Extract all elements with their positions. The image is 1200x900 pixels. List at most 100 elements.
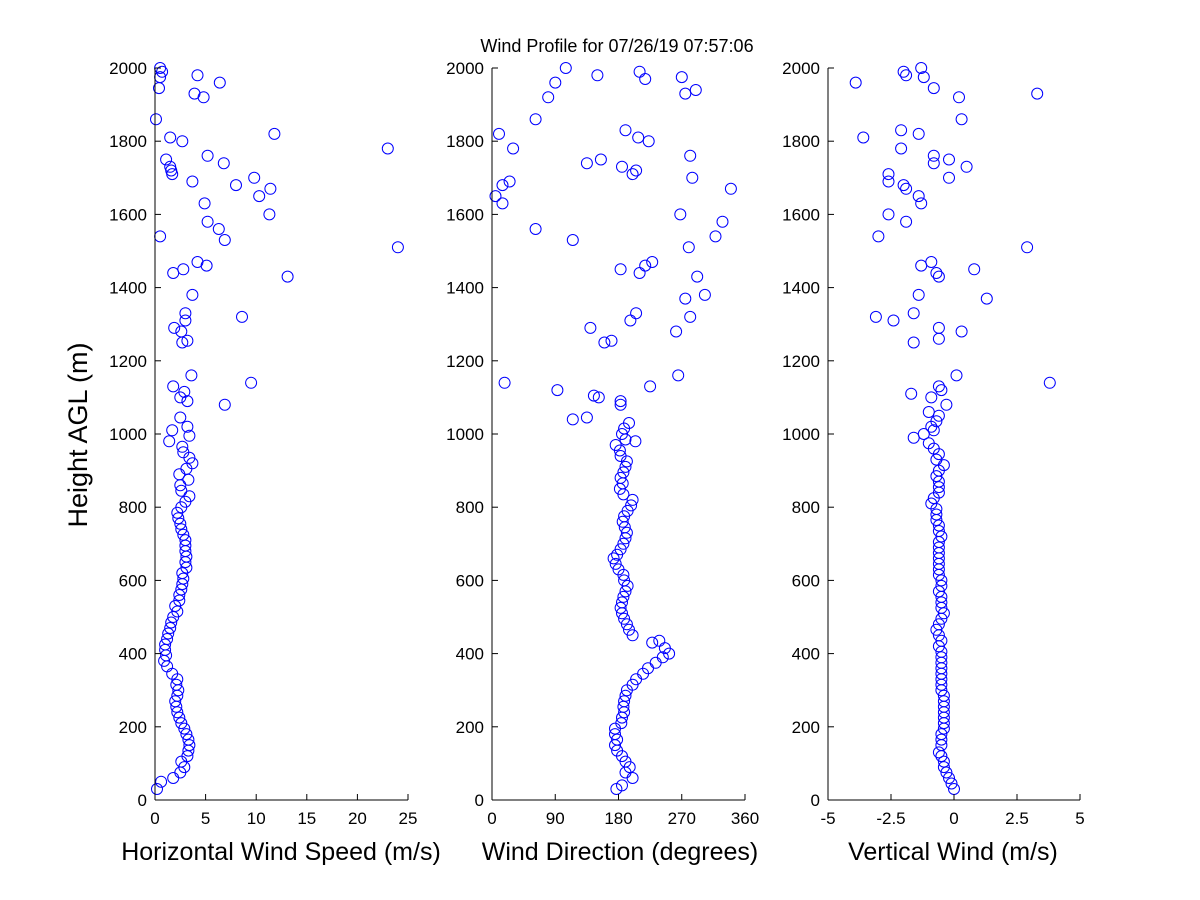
speed-data-point: [177, 572, 190, 585]
speed-data-point: [175, 717, 188, 730]
y-axis-label: Height AGL (m): [63, 342, 93, 527]
speed-y-tick-label: 800: [119, 498, 147, 517]
vertical-data-point: [915, 259, 928, 272]
speed-data-point: [245, 376, 258, 389]
direction-y-tick-label: 200: [456, 718, 484, 737]
vertical-data-point: [927, 157, 940, 170]
direction-data-point: [580, 411, 593, 424]
direction-data-point: [644, 380, 657, 393]
speed-y-tick-label: 0: [138, 791, 147, 810]
speed-data-point: [183, 739, 196, 752]
vertical-data-point: [887, 314, 900, 327]
vertical-data-point: [937, 689, 950, 702]
vertical-data-point: [932, 481, 945, 494]
vertical-data-point: [935, 579, 948, 592]
vertical-y-tick-label: 0: [811, 791, 820, 810]
vertical-data-point: [932, 585, 945, 598]
vertical-data-point: [882, 175, 895, 188]
speed-data-point: [173, 711, 186, 724]
speed-data-point: [381, 142, 394, 155]
speed-x-ticks: 0 5 10 15 20 25: [150, 794, 417, 828]
direction-data-point: [618, 612, 631, 625]
vertical-data-point: [980, 292, 993, 305]
direction-data-point: [489, 190, 502, 203]
direction-y-ticks: 0 200 400 600 800 1000 1200 1400 1600 1800 2000: [446, 59, 498, 810]
direction-y-tick-label: 600: [456, 571, 484, 590]
vertical-data-point: [925, 256, 938, 268]
vertical-data-point: [932, 541, 945, 554]
direction-markers: [489, 62, 737, 795]
speed-data-point: [191, 256, 204, 268]
direction-x-axis-title: Wind Direction (degrees): [482, 838, 759, 866]
speed-data-point: [177, 263, 190, 276]
speed-data-point: [177, 528, 190, 541]
wind-direction-panel: 0 90 180 270 360 0 200 400 600 800 1000 1200 1400 16…: [446, 59, 759, 866]
speed-x-tick-label: 15: [297, 809, 316, 828]
direction-data-point: [498, 376, 511, 389]
direction-data-point: [626, 772, 639, 784]
speed-data-point: [230, 179, 242, 192]
direction-data-point: [612, 563, 625, 576]
vertical-data-point: [912, 288, 925, 301]
vertical-data-point: [932, 332, 945, 345]
speed-data-point: [183, 429, 196, 442]
speed-y-tick-label: 1800: [109, 132, 147, 151]
vertical-data-point: [937, 761, 950, 774]
speed-data-point: [177, 446, 190, 459]
speed-data-point: [178, 761, 191, 774]
vertical-data-point: [930, 623, 943, 636]
speed-data-point: [169, 695, 182, 708]
speed-y-tick-label: 1400: [109, 279, 147, 298]
direction-data-point: [653, 634, 666, 647]
direction-data-point: [591, 69, 604, 82]
direction-data-point: [675, 71, 688, 84]
speed-data-point: [162, 627, 175, 640]
vertical-markers: [849, 62, 1056, 795]
direction-data-point: [623, 623, 635, 636]
vertical-x-tick-label: -5: [820, 809, 835, 828]
vertical-data-point: [932, 270, 945, 283]
direction-x-tick-label: 90: [546, 809, 565, 828]
direction-data-point: [616, 160, 628, 173]
direction-data-point: [656, 651, 669, 664]
direction-data-point: [625, 499, 638, 512]
speed-data-point: [166, 424, 179, 437]
speed-data-point: [253, 190, 266, 203]
vertical-wind-panel: -5 -2.5 0 2.5 5 0 200 400 600 800 1000 1200 1400 160…: [782, 59, 1085, 866]
direction-data-point: [609, 557, 622, 570]
speed-data-point: [175, 523, 188, 536]
direction-data-point: [617, 466, 630, 479]
speed-data-point: [186, 457, 199, 470]
speed-y-ticks: 0 200 400 600 800 1000 1200 1400 1600 1800 2000: [109, 59, 161, 810]
direction-data-point: [493, 127, 505, 140]
direction-y-tick-label: 400: [456, 645, 484, 664]
vertical-data-point: [907, 431, 920, 444]
speed-data-point: [186, 175, 199, 188]
direction-data-point: [630, 307, 643, 320]
speed-data-point: [176, 440, 189, 453]
vertical-y-tick-label: 200: [792, 718, 820, 737]
direction-data-point: [609, 728, 621, 741]
speed-y-tick-label: 1000: [109, 425, 147, 444]
direction-data-point: [614, 395, 627, 408]
speed-x-tick-label: 5: [201, 809, 210, 828]
direction-data-point: [549, 76, 562, 89]
vertical-x-ticks: -5 -2.5 0 2.5 5: [820, 794, 1085, 828]
direction-data-point: [674, 208, 687, 221]
vertical-data-point: [925, 497, 938, 510]
direction-data-point: [629, 435, 642, 448]
vertical-data-point: [915, 62, 928, 74]
speed-plot-area: [155, 68, 408, 800]
direction-data-point: [624, 314, 637, 327]
direction-data-point: [618, 695, 631, 708]
speed-data-point: [165, 616, 178, 629]
vertical-x-tick-label: 0: [949, 809, 958, 828]
direction-data-point: [609, 439, 622, 451]
direction-y-tick-label: 0: [475, 791, 484, 810]
vertical-data-point: [922, 437, 935, 450]
speed-data-point: [167, 380, 180, 393]
vertical-data-point: [872, 230, 885, 243]
speed-data-point: [167, 267, 180, 279]
direction-y-tick-label: 1400: [446, 279, 484, 298]
direction-data-point: [551, 384, 564, 397]
